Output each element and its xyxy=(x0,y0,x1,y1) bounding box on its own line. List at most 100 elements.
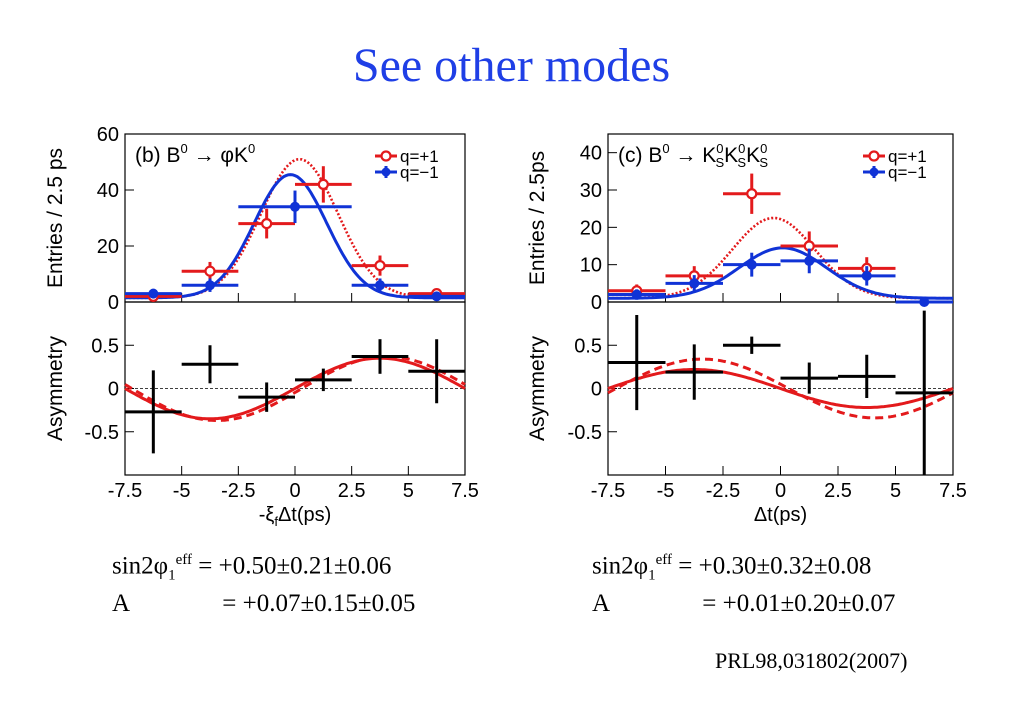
asymmetry-fit-dashed xyxy=(607,357,954,420)
decay-label: (c) B0 → K0 SK0 SK0 S xyxy=(618,141,768,170)
decay-label-arrow: → xyxy=(188,144,221,167)
x-tick-label: 2.5 xyxy=(824,480,852,502)
y-tick-label-bottom: 0 xyxy=(591,379,602,401)
y-tick-label-bottom: 0 xyxy=(108,379,119,401)
y-tick-label-top: 40 xyxy=(580,143,602,165)
decay-label-b: (b) B xyxy=(135,144,181,167)
data-point-q-plus xyxy=(261,217,273,230)
result-b-sin2phi: sin2φ1eff = +0.50±0.21±0.06 xyxy=(112,552,391,584)
decay-label-k: K xyxy=(724,144,738,167)
data-point-q-minus xyxy=(919,297,930,307)
decay-label-k-sub: S xyxy=(715,155,724,170)
x-label-post: Δt(ps) xyxy=(278,504,331,526)
slide-title: See other modes xyxy=(352,39,671,92)
y-axis-label-top: Entries / 2.5ps xyxy=(526,151,549,285)
x-label-post: Δt(ps) xyxy=(754,504,807,526)
x-tick-label: -5 xyxy=(173,480,191,502)
legend-q-plus: q=+1 xyxy=(400,147,439,166)
result-c-a: A = +0.01±0.20±0.07 xyxy=(592,590,895,618)
decay-label-b: (c) B xyxy=(618,144,662,167)
x-tick-label: 7.5 xyxy=(451,480,479,502)
a-label: A xyxy=(112,590,131,617)
y-tick-label-top: 20 xyxy=(97,236,119,258)
sin-sup: eff xyxy=(655,552,672,568)
x-label-pre: -ξ xyxy=(259,504,275,526)
reference-citation: PRL98,031802(2007) xyxy=(715,648,908,673)
asymmetry-fit-dashed xyxy=(124,355,466,422)
a-value-c: +0.01±0.20±0.07 xyxy=(722,590,896,617)
data-point-q-minus xyxy=(205,280,215,291)
decay-label: (b) B0 → φK0 xyxy=(135,141,255,167)
data-point-q-minus xyxy=(148,288,159,299)
decay-label-arrow: → xyxy=(670,144,703,167)
result-b-a: A = +0.07±0.15±0.05 xyxy=(112,590,415,618)
data-point-q-minus xyxy=(375,280,385,291)
a-label: A xyxy=(592,590,611,617)
chart-c-ks-ks-ks: 0 10 20 30 40 0.5 0 -0.5 -7.5 -5 -2.5 0 2.5 5 7.5 Δt(ps… xyxy=(526,133,967,526)
data-point-q-plus xyxy=(204,265,216,277)
fit-curve-q-minus xyxy=(125,173,465,300)
decay-label-k-sub: S xyxy=(759,155,768,170)
legend-marker-q-minus-dot xyxy=(869,167,879,177)
x-tick-label: -2.5 xyxy=(706,480,740,502)
legend-marker-q-plus-dot xyxy=(380,150,392,162)
result-c-sin2phi: sin2φ1eff = +0.30±0.32±0.08 xyxy=(592,552,871,584)
decay-label-k-sup: 0 xyxy=(738,141,745,156)
a-value-b: +0.07±0.15±0.05 xyxy=(242,590,416,617)
decay-label-b-sup: 0 xyxy=(181,141,188,156)
x-tick-label: 0 xyxy=(775,480,786,502)
x-tick-label: -7.5 xyxy=(591,480,625,502)
legend-q-minus: q=−1 xyxy=(400,163,439,182)
sin-sub: 1 xyxy=(648,567,656,584)
sin2phi-value-c: +0.30±0.32±0.08 xyxy=(698,552,872,580)
x-tick-label: 5 xyxy=(890,480,901,502)
y-tick-label-top: 0 xyxy=(108,292,119,314)
data-point-q-plus xyxy=(374,260,386,272)
x-tick-label: -7.5 xyxy=(108,480,142,502)
data-point-q-minus xyxy=(290,201,300,212)
equals-sign: = xyxy=(216,590,243,617)
data-point-q-minus xyxy=(689,278,700,289)
legend-marker-q-minus-dot xyxy=(381,167,391,177)
y-tick-label-top: 60 xyxy=(97,124,119,146)
data-point-q-minus xyxy=(431,291,442,302)
sin-sup: eff xyxy=(175,552,192,568)
decay-label-k-sub: S xyxy=(737,155,746,170)
decay-label-k-sup: 0 xyxy=(716,141,723,156)
equals-sign: = xyxy=(672,552,699,580)
y-tick-label-bottom: -0.5 xyxy=(568,422,602,444)
y-tick-label-top: 20 xyxy=(580,217,602,239)
x-tick-label: 7.5 xyxy=(939,480,967,502)
decay-label-k-sup: 0 xyxy=(248,141,255,156)
x-tick-label: -2.5 xyxy=(221,480,255,502)
asymmetry-fit-solid xyxy=(124,356,466,421)
decay-label-k: K xyxy=(702,144,716,167)
chart-b-phi-k0: 0 20 40 60 0.5 0 -0.5 -7.5 -5 -2.5 0 2.5 5 7.5 -ξfΔt(p… xyxy=(44,124,479,529)
sin-label: sin2φ xyxy=(112,552,169,580)
x-tick-label: 2.5 xyxy=(338,480,366,502)
data-point-q-minus xyxy=(804,255,815,266)
data-point-q-minus xyxy=(861,270,872,281)
data-point-q-minus xyxy=(746,259,757,270)
decay-label-b-sup: 0 xyxy=(662,141,669,156)
y-tick-label-bottom: 0.5 xyxy=(574,335,602,357)
x-tick-label: 5 xyxy=(403,480,414,502)
sin2phi-value-b: +0.50±0.21±0.06 xyxy=(218,552,392,580)
y-axis-label-bottom: Asymmetry xyxy=(526,336,549,442)
y-tick-label-bottom: 0.5 xyxy=(91,335,119,357)
data-point-q-plus xyxy=(317,178,329,191)
x-tick-label: 0 xyxy=(289,480,300,502)
fit-curve-q-minus xyxy=(608,246,953,300)
x-tick-label: -5 xyxy=(657,480,675,502)
x-axis-label: -ξfΔt(ps) xyxy=(259,504,332,529)
y-tick-label-top: 40 xyxy=(97,180,119,202)
fit-curve-q-plus xyxy=(608,216,953,300)
y-axis-label-bottom: Asymmetry xyxy=(44,336,67,442)
legend-q-plus: q=+1 xyxy=(888,147,927,166)
data-point-q-minus xyxy=(631,289,642,300)
sin-label: sin2φ xyxy=(592,552,649,580)
decay-label-k-sup: 0 xyxy=(760,141,767,156)
equals-sign: = xyxy=(696,590,723,617)
y-tick-label-top: 30 xyxy=(580,180,602,202)
y-axis-label-top: Entries / 2.5 ps xyxy=(44,148,67,288)
